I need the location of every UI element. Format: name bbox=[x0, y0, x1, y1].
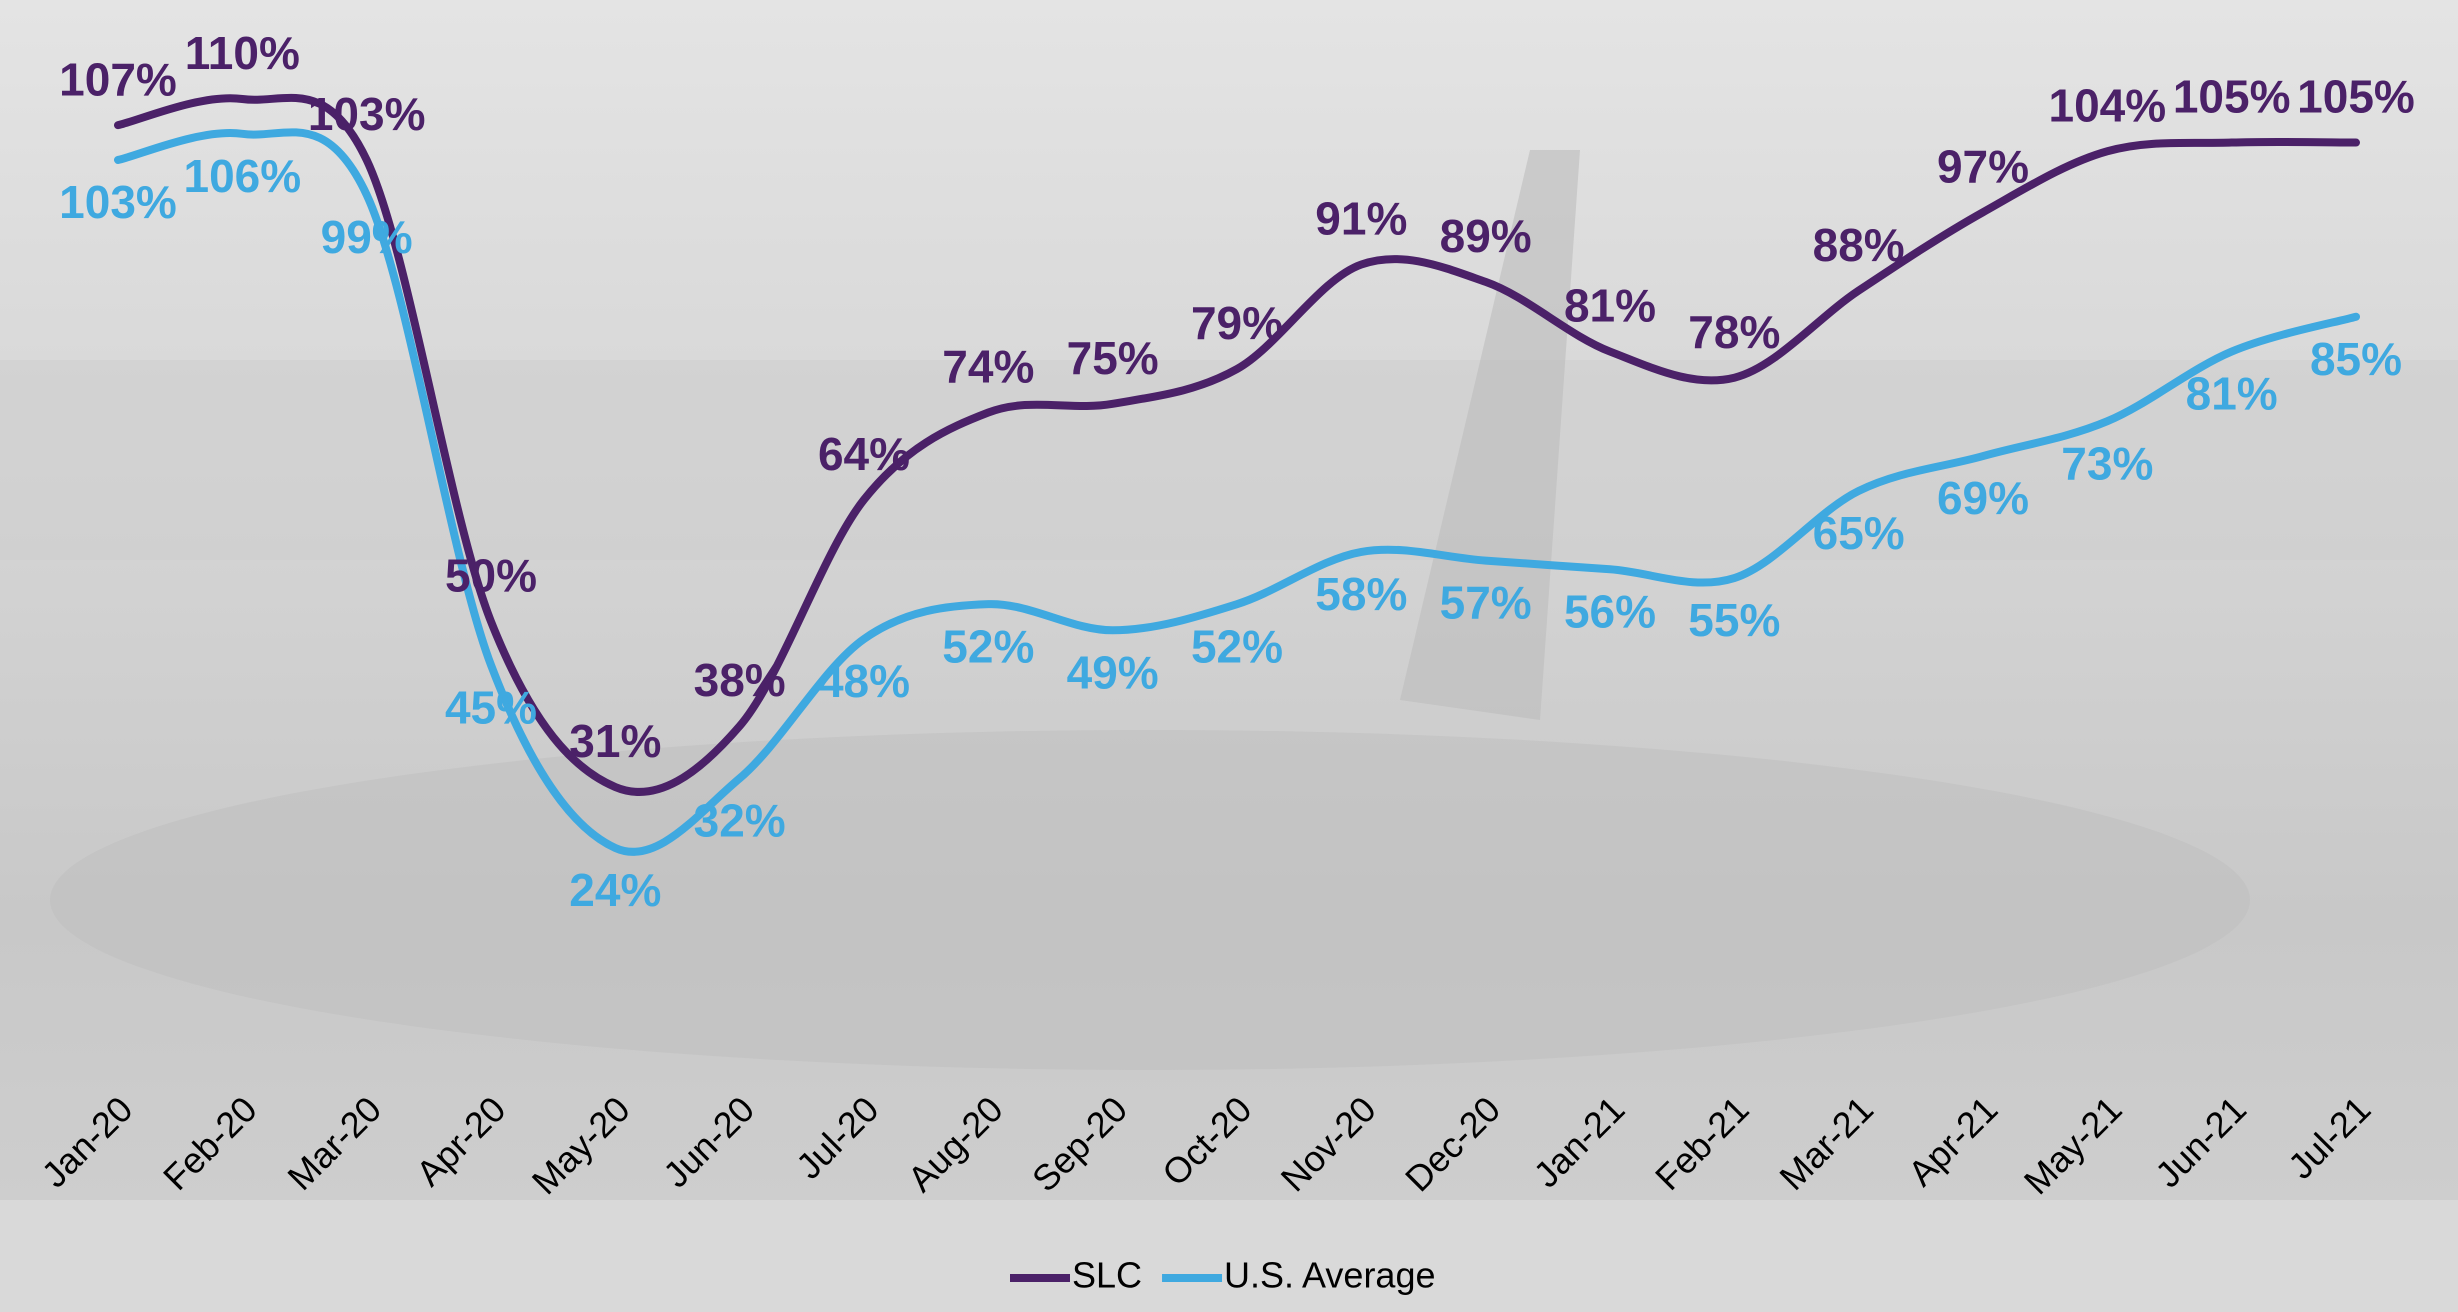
data-label: 79% bbox=[1191, 297, 1283, 349]
data-label: 107% bbox=[59, 53, 177, 105]
data-label: 49% bbox=[1067, 646, 1159, 698]
data-label: 69% bbox=[1937, 472, 2029, 524]
data-label: 32% bbox=[694, 794, 786, 846]
data-label: 99% bbox=[321, 211, 413, 263]
data-label: 110% bbox=[185, 27, 300, 79]
data-label: 78% bbox=[1688, 306, 1780, 358]
series-line bbox=[114, 93, 2360, 796]
footer-band bbox=[0, 1200, 2458, 1312]
data-label: 91% bbox=[1315, 193, 1407, 245]
data-label: 38% bbox=[694, 654, 786, 706]
data-label: 88% bbox=[1813, 219, 1905, 271]
data-label: 52% bbox=[942, 620, 1034, 672]
data-label: 50% bbox=[445, 550, 537, 602]
data-label: 106% bbox=[184, 150, 302, 202]
data-label: 103% bbox=[59, 176, 177, 228]
data-label: 64% bbox=[818, 428, 910, 480]
data-label: 74% bbox=[942, 341, 1034, 393]
series-line bbox=[114, 128, 2360, 856]
plane-tail bbox=[1400, 150, 1580, 720]
data-label: 57% bbox=[1440, 577, 1532, 629]
data-label: 97% bbox=[1937, 140, 2029, 192]
data-label: 105% bbox=[2173, 71, 2291, 123]
data-label: 58% bbox=[1315, 568, 1407, 620]
data-label: 85% bbox=[2310, 333, 2402, 385]
data-label: 65% bbox=[1813, 507, 1905, 559]
legend-label: U.S. Average bbox=[1224, 1255, 1435, 1296]
data-label: 45% bbox=[445, 681, 537, 733]
data-label: 31% bbox=[569, 715, 661, 767]
data-label: 81% bbox=[2186, 368, 2278, 420]
data-label: 48% bbox=[818, 655, 910, 707]
data-label: 103% bbox=[308, 88, 426, 140]
data-label: 89% bbox=[1440, 210, 1532, 262]
terminal bbox=[0, 360, 2458, 560]
data-label: 81% bbox=[1564, 280, 1656, 332]
data-label: 55% bbox=[1688, 594, 1780, 646]
legend-label: SLC bbox=[1072, 1255, 1142, 1296]
data-label: 75% bbox=[1067, 332, 1159, 384]
data-label: 56% bbox=[1564, 585, 1656, 637]
data-label: 104% bbox=[2049, 79, 2167, 131]
data-label: 105% bbox=[2297, 71, 2415, 123]
data-label: 52% bbox=[1191, 620, 1283, 672]
data-label: 24% bbox=[569, 864, 661, 916]
plane-body bbox=[50, 730, 2250, 1070]
data-label: 73% bbox=[2061, 437, 2153, 489]
